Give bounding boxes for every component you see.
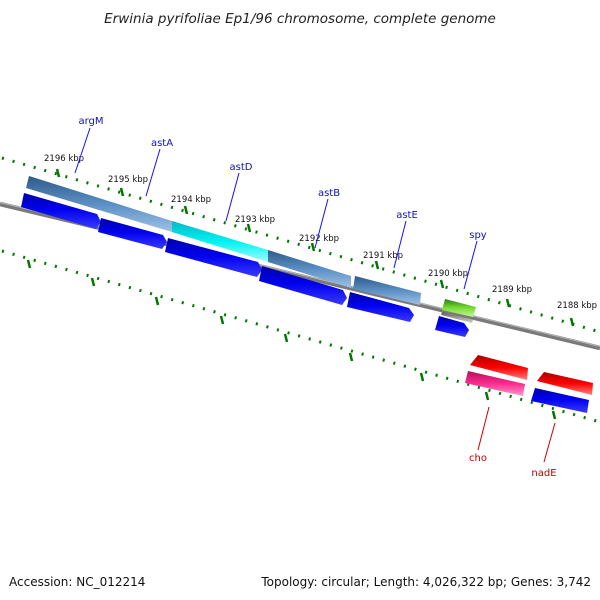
tick-mark: [119, 187, 125, 197]
gene-band-astb[interactable]: [268, 250, 351, 288]
major-ticks-inner: [26, 259, 557, 420]
ruler-label: 2190 kbp: [428, 269, 468, 279]
gene-band-spy-gray: [441, 312, 473, 323]
cds-arrow[interactable]: [98, 218, 167, 249]
tick-mark: [183, 205, 189, 215]
tick-mark: [484, 391, 490, 401]
tick-mark: [26, 259, 32, 269]
leader-line: [393, 220, 407, 269]
ruler-label: 2193 kbp: [235, 215, 275, 225]
tick-mark: [283, 333, 289, 343]
topology-summary-text: Topology: circular; Length: 4,026,322 bp…: [260, 575, 591, 589]
cds-arrow[interactable]: [21, 193, 101, 229]
tick-mark: [154, 296, 160, 306]
gene-band-red[interactable]: [470, 355, 528, 380]
gene-label[interactable]: cho: [469, 453, 487, 464]
gene-band-aste[interactable]: [353, 276, 421, 305]
tick-mark: [439, 279, 445, 289]
gene-band-nade[interactable]: [531, 388, 589, 413]
cds-arrow[interactable]: [259, 266, 347, 305]
cds-arrow[interactable]: [347, 292, 414, 322]
ruler-label: 2196 kbp: [44, 154, 84, 164]
accession-text: Accession: NC_012214: [9, 575, 145, 589]
gene-band-red[interactable]: [537, 372, 593, 395]
gene-label[interactable]: astE: [396, 210, 418, 221]
tick-mark: [55, 168, 61, 178]
gene-label[interactable]: nadE: [531, 468, 556, 479]
gene-label[interactable]: spy: [469, 230, 487, 241]
leader-line: [477, 406, 490, 451]
ruler-label: 2188 kbp: [557, 301, 597, 311]
leader-line: [145, 148, 161, 197]
tick-mark: [348, 352, 354, 362]
gene-band-cho[interactable]: [465, 371, 525, 396]
gene-label[interactable]: astD: [230, 162, 253, 173]
tick-mark: [419, 372, 425, 382]
tick-mark: [505, 298, 511, 308]
gene-label[interactable]: argM: [78, 116, 103, 127]
tick-mark: [219, 315, 225, 325]
leader-line: [314, 198, 329, 249]
gene-band-argm-astb[interactable]: [26, 176, 172, 232]
leader-line: [543, 422, 556, 463]
ruler-label: 2189 kbp: [492, 285, 532, 295]
cds-arrow[interactable]: [165, 238, 262, 277]
inner-tick-ring: [1, 249, 600, 424]
leader-line: [225, 172, 240, 222]
gene-leader-lines-top: [74, 127, 478, 290]
tick-mark: [551, 410, 557, 420]
gene-label[interactable]: astB: [318, 188, 340, 199]
major-ticks-outer: [55, 168, 575, 327]
ruler-label: 2192 kbp: [299, 234, 339, 244]
tick-mark: [569, 317, 575, 327]
gene-band-spy[interactable]: [442, 299, 476, 317]
ruler-label: 2194 kbp: [171, 195, 211, 205]
gene-band-astd[interactable]: [172, 221, 268, 262]
tick-mark: [374, 260, 380, 270]
tick-mark: [246, 223, 252, 233]
ruler-label: 2191 kbp: [363, 251, 403, 261]
page-title: Erwinia pyrifoliae Ep1/96 chromosome, co…: [104, 11, 496, 27]
outer-tick-ring: [1, 156, 600, 334]
cds-arrow[interactable]: [435, 316, 469, 337]
leader-line: [74, 127, 91, 174]
ruler-label: 2195 kbp: [108, 175, 148, 185]
tick-mark: [310, 242, 316, 252]
leader-line: [463, 240, 478, 290]
tick-mark: [90, 277, 96, 287]
gene-label[interactable]: astA: [151, 138, 173, 149]
gene-leader-lines-bottom: [477, 406, 556, 463]
